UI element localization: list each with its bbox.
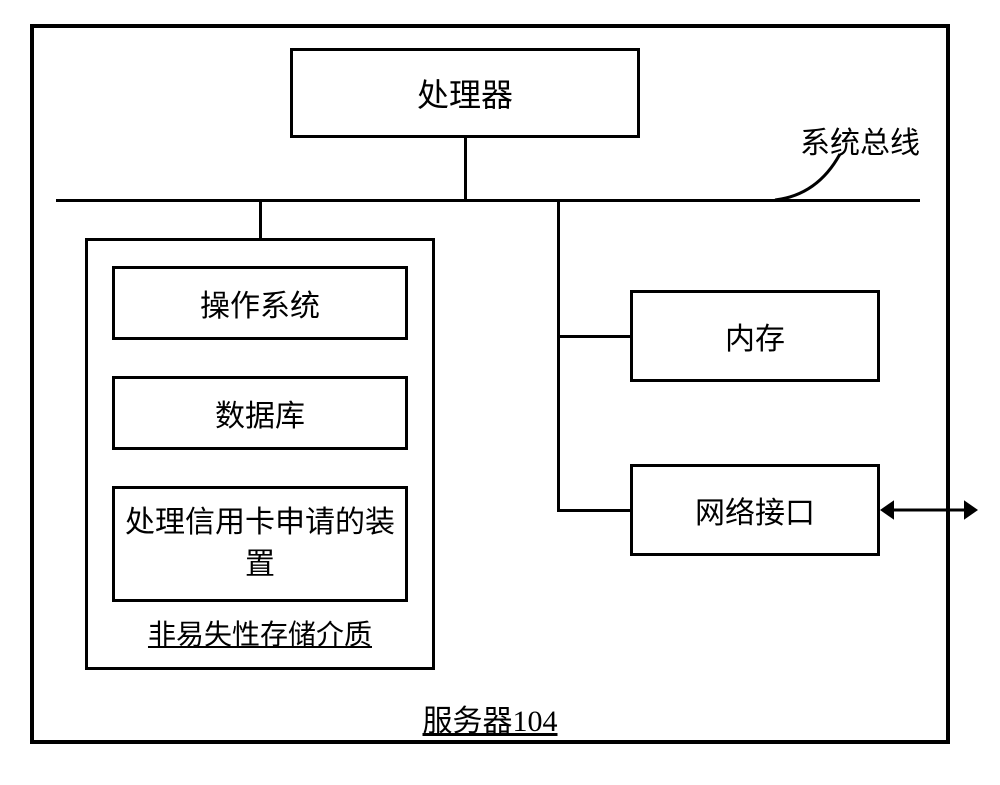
processor-label: 处理器 — [417, 70, 513, 116]
network-interface-box: 网络接口 — [630, 464, 880, 556]
server-caption: 服务器104 — [360, 696, 620, 740]
operating-system-label: 操作系统 — [200, 281, 320, 325]
credit-card-app-device-label: 处理信用卡申请的装置 — [115, 502, 405, 586]
memory-label: 内存 — [725, 314, 785, 358]
storage-connector — [259, 200, 262, 238]
database-box: 数据库 — [112, 376, 408, 450]
database-label: 数据库 — [215, 391, 305, 435]
network-connector — [558, 509, 630, 512]
credit-card-app-device-box: 处理信用卡申请的装置 — [112, 486, 408, 602]
memory-box: 内存 — [630, 290, 880, 382]
system-bus-line — [56, 199, 920, 202]
diagram-canvas: 处理器 系统总线 非易失性存储介质 操作系统 数据库 处理信用卡申请的装置 内存… — [0, 0, 1000, 785]
system-bus-label: 系统总线 — [800, 118, 920, 162]
operating-system-box: 操作系统 — [112, 266, 408, 340]
processor-connector — [464, 138, 467, 200]
processor-box: 处理器 — [290, 48, 640, 138]
nonvolatile-storage-caption: 非易失性存储介质 — [148, 613, 372, 653]
network-interface-label: 网络接口 — [695, 488, 815, 532]
memory-connector — [558, 335, 630, 338]
right-trunk-line — [557, 200, 560, 512]
